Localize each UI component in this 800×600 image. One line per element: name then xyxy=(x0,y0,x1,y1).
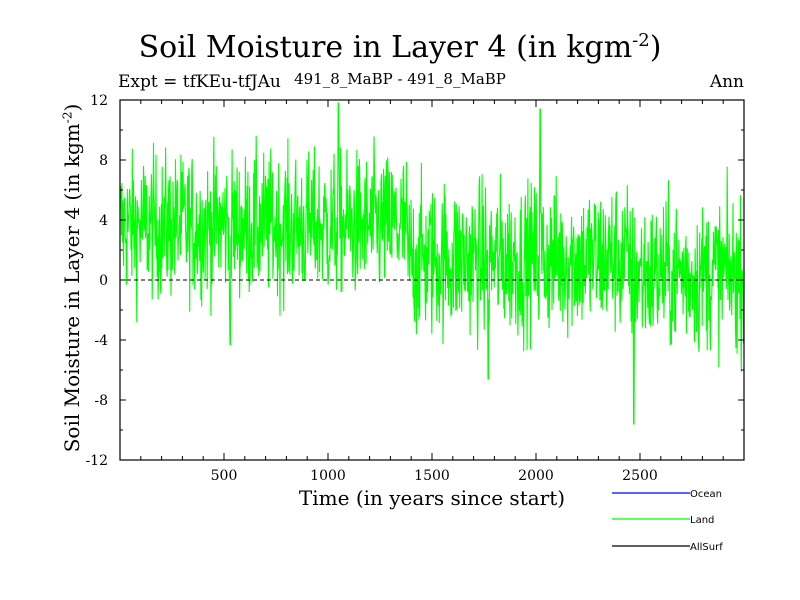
x-tick-label: 2500 xyxy=(622,468,658,484)
experiment-label: Expt = tfKEu-tfJAu xyxy=(118,72,281,92)
season-label: Ann xyxy=(709,72,744,92)
legend-label-allsurf: AllSurf xyxy=(690,542,723,553)
x-tick-label: 1500 xyxy=(414,468,450,484)
y-tick-label: 4 xyxy=(99,213,108,229)
ticks-layer: -12 -8 -4 0 4 8 12 500 1000 1500 2000 2500 xyxy=(85,93,744,484)
series-layer xyxy=(119,102,745,425)
y-tick-label: 8 xyxy=(99,153,108,169)
y-tick-label: -4 xyxy=(94,333,108,349)
series-line-land xyxy=(119,102,745,425)
y-tick-label: -12 xyxy=(85,453,108,469)
period-range-label: 491_8_MaBP - 491_8_MaBP xyxy=(294,70,506,88)
legend-label-ocean: Ocean xyxy=(690,489,722,500)
legend: Ocean Land AllSurf xyxy=(612,489,723,553)
y-tick-label: 0 xyxy=(99,273,108,289)
x-axis-label: Time (in years since start) xyxy=(298,486,566,510)
x-tick-label: 500 xyxy=(211,468,238,484)
y-tick-label: 12 xyxy=(90,93,108,109)
chart-title: Soil Moisture in Layer 4 (in kgm-2) xyxy=(138,30,662,65)
x-tick-label: 1000 xyxy=(310,468,346,484)
x-tick-label: 2000 xyxy=(518,468,554,484)
legend-label-land: Land xyxy=(690,515,714,526)
y-tick-label: -8 xyxy=(94,393,108,409)
